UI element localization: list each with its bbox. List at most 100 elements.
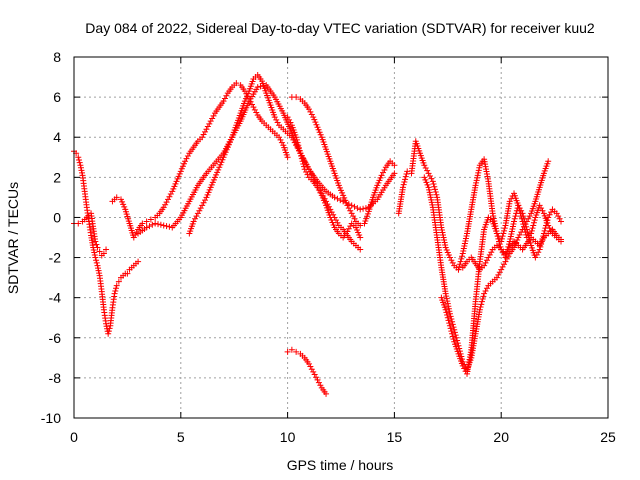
x-tick-label: 10: [280, 429, 296, 445]
series-s11: [438, 202, 565, 377]
data-point-interp: [381, 166, 388, 173]
data-point: [220, 154, 227, 161]
data-point-interp: [450, 324, 457, 331]
data-point: [211, 174, 218, 181]
data-point-interp: [442, 242, 449, 249]
data-point-interp: [495, 271, 502, 278]
data-point-interp: [278, 139, 285, 146]
data-point-interp: [447, 325, 454, 332]
data-point-interp: [546, 211, 553, 218]
data-point-interp: [443, 309, 450, 316]
data-point-interp: [518, 213, 525, 220]
data-point-interp: [516, 231, 523, 238]
data-point-interp: [299, 158, 306, 165]
data-point-interp: [474, 174, 481, 181]
data-point-interp: [443, 293, 450, 300]
data-point-interp: [120, 201, 127, 208]
data-point-interp: [401, 179, 408, 186]
data-point-interp: [93, 257, 100, 264]
data-point-interp: [205, 189, 212, 196]
data-point: [143, 224, 150, 231]
data-point-interp: [530, 222, 537, 229]
data-point-interp: [213, 171, 220, 178]
data-point-interp: [286, 116, 293, 123]
data-point-interp: [163, 223, 170, 230]
data-point-interp: [132, 231, 139, 238]
data-point: [532, 254, 539, 261]
data-point-interp: [510, 220, 517, 227]
data-point-interp: [441, 239, 448, 246]
data-point: [421, 174, 428, 181]
data-point-interp: [486, 251, 493, 258]
series-s8: [284, 346, 330, 397]
series-s7: [284, 114, 364, 241]
data-point-interp: [520, 223, 527, 230]
data-point-interp: [208, 181, 215, 188]
data-point-interp: [95, 265, 102, 272]
data-point-interp: [444, 298, 451, 305]
data-point-interp: [491, 220, 498, 227]
data-point-interp: [473, 179, 480, 186]
data-point: [327, 206, 334, 213]
series-s9: [395, 138, 565, 273]
data-point-interp: [448, 316, 455, 323]
data-point: [314, 376, 321, 383]
data-point-interp: [497, 243, 504, 250]
data-point: [442, 290, 449, 297]
x-tick-label: 15: [387, 429, 403, 445]
data-point: [545, 222, 552, 229]
data-point-interp: [483, 285, 490, 292]
data-point-interp: [307, 363, 314, 370]
data-point-interp: [492, 222, 499, 229]
x-ticks: 0 5 10 15 20 25: [70, 57, 616, 445]
data-point-interp: [78, 167, 85, 174]
data-point-interp: [274, 119, 281, 126]
data-point-interp: [491, 217, 498, 224]
data-point-interp: [446, 320, 453, 327]
data-point-interp: [503, 249, 510, 256]
data-point-interp: [155, 221, 162, 228]
y-axis-label: SDTVAR / TECUs: [5, 182, 21, 294]
data-point-interp: [443, 247, 450, 254]
data-point: [378, 172, 385, 179]
data-point-interp: [507, 233, 514, 240]
data-point-interp: [504, 246, 511, 253]
data-point-interp: [298, 155, 305, 162]
data-point: [446, 310, 453, 317]
data-point-interp: [426, 186, 433, 193]
data-point-interp: [380, 169, 387, 176]
data-point-interp: [456, 263, 463, 270]
data-point-interp: [530, 219, 537, 226]
data-point-interp: [482, 287, 489, 294]
data-point: [103, 320, 110, 327]
data-point-interp: [461, 243, 468, 250]
data-point-interp: [427, 194, 434, 201]
data-point: [293, 134, 300, 141]
data-point: [314, 124, 321, 131]
data-point-interp: [513, 239, 520, 246]
data-point-interp: [555, 213, 562, 220]
data-point: [130, 234, 137, 241]
data-point-interp: [119, 198, 126, 205]
data-point-interp: [498, 235, 505, 242]
data-point: [558, 238, 565, 245]
data-point-interp: [461, 240, 468, 247]
data-point-interp: [204, 191, 211, 198]
data-point: [75, 220, 82, 227]
data-point-interp: [90, 247, 97, 254]
data-point: [284, 348, 291, 355]
data-point-interp: [329, 219, 336, 226]
data-point-interp: [345, 225, 352, 232]
data-point-interp: [428, 199, 435, 206]
data-point-interp: [529, 225, 536, 232]
data-point: [399, 184, 406, 191]
data-point-interp: [503, 251, 510, 258]
data-point-interp: [295, 142, 302, 149]
data-point: [352, 224, 359, 231]
data-point: [391, 162, 398, 169]
data-point-interp: [77, 164, 84, 171]
data-point: [489, 210, 496, 217]
data-marks: [71, 72, 565, 397]
data-point-interp: [447, 313, 454, 320]
